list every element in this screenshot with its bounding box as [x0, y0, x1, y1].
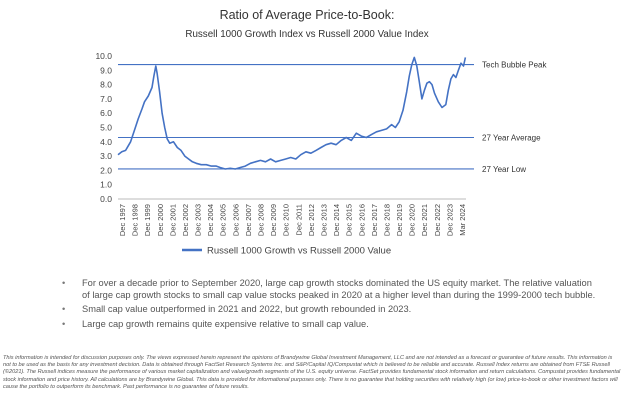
bullet-marker: • [62, 278, 66, 288]
x-tick-label: Dec 2022 [433, 204, 442, 236]
y-tick-label: 9.0 [100, 65, 112, 75]
reference-lines: Tech Bubble Peak 27 Year Average 27 Year L… [118, 61, 547, 174]
x-tick-label: Dec 2013 [319, 204, 328, 236]
reference-line-label: Tech Bubble Peak [482, 61, 547, 70]
y-tick-label: 6.0 [100, 108, 112, 118]
bullet-marker: • [62, 318, 66, 329]
bullet-marker: • [62, 304, 66, 314]
y-tick-label: 2.0 [100, 165, 112, 175]
x-tick-label: Dec 2004 [206, 204, 215, 236]
chart: Ratio of Average Price-to-Book: Russell … [95, 8, 547, 257]
y-tick-label: 3.0 [100, 151, 112, 161]
y-tick-label: 4.0 [100, 137, 112, 147]
series-group [117, 56, 467, 170]
x-axis: Dec 1997 Dec 1998 Dec 1999 Dec 2000 Dec 2001… [118, 204, 467, 236]
x-tick-label: Dec 2018 [382, 204, 391, 236]
commentary-item: • Small cap value outperformed in 2021 an… [62, 304, 602, 316]
x-tick-label: Dec 2009 [269, 204, 278, 236]
x-tick-label: Dec 1999 [143, 204, 152, 236]
chart-title: Ratio of Average Price-to-Book: [220, 8, 395, 22]
y-tick-label: 7.0 [100, 94, 112, 104]
commentary-text: Small cap value outperformed in 2021 and… [82, 304, 412, 314]
x-tick-label: Dec 2005 [219, 204, 228, 236]
x-tick-label: Dec 2003 [194, 204, 203, 236]
chart-subtitle: Russell 1000 Growth Index vs Russell 200… [185, 29, 428, 40]
x-tick-label: Dec 2021 [420, 204, 429, 236]
commentary-item: • Large cap growth remains quite expensiv… [62, 319, 602, 331]
y-tick-label: 5.0 [100, 123, 112, 133]
y-tick-label: 8.0 [100, 80, 112, 90]
x-tick-label: Dec 2017 [370, 204, 379, 236]
legend: Russell 1000 Growth vs Russell 2000 Valu… [182, 246, 391, 257]
commentary-item: • For over a decade prior to September 20… [62, 278, 602, 301]
x-tick-label: Dec 1997 [118, 204, 127, 236]
commentary-text: For over a decade prior to September 202… [82, 278, 596, 300]
y-tick-label: 1.0 [100, 180, 112, 190]
x-tick-label: Dec 2010 [282, 204, 291, 236]
disclaimer: This information is intended for discuss… [3, 355, 621, 390]
x-tick-label: Dec 2001 [168, 204, 177, 236]
x-tick-label: Mar 2024 [458, 204, 467, 236]
x-tick-label: Dec 2019 [395, 204, 404, 236]
x-tick-label: Dec 2000 [156, 204, 165, 236]
x-tick-label: Dec 2008 [257, 204, 266, 236]
x-tick-label: Dec 2012 [307, 204, 316, 236]
x-tick-label: Dec 2023 [445, 204, 454, 236]
x-tick-label: Dec 1998 [131, 204, 140, 236]
x-tick-label: Dec 2007 [244, 204, 253, 236]
legend-label: Russell 1000 Growth vs Russell 2000 Valu… [207, 246, 391, 257]
x-tick-label: Dec 2016 [357, 204, 366, 236]
commentary-text: Large cap growth remains quite expensive… [82, 318, 369, 329]
x-tick-label: Dec 2006 [231, 204, 240, 236]
reference-line-label: 27 Year Average [482, 134, 541, 143]
x-tick-label: Dec 2020 [408, 204, 417, 236]
y-tick-label: 10.0 [95, 51, 112, 61]
y-axis: 0.0 1.0 2.0 3.0 4.0 5.0 6.0 7.0 8.0 9.0 10.0 [95, 51, 112, 204]
x-tick-label: Dec 2015 [345, 204, 354, 236]
y-tick-label: 0.0 [100, 194, 112, 204]
reference-line-label: 27 Year Low [482, 165, 526, 174]
series-line [117, 56, 467, 170]
x-tick-label: Dec 2014 [332, 204, 341, 236]
commentary-list: • For over a decade prior to September 20… [62, 278, 602, 333]
x-tick-label: Dec 2002 [181, 204, 190, 236]
x-tick-label: Dec 2011 [294, 204, 303, 236]
